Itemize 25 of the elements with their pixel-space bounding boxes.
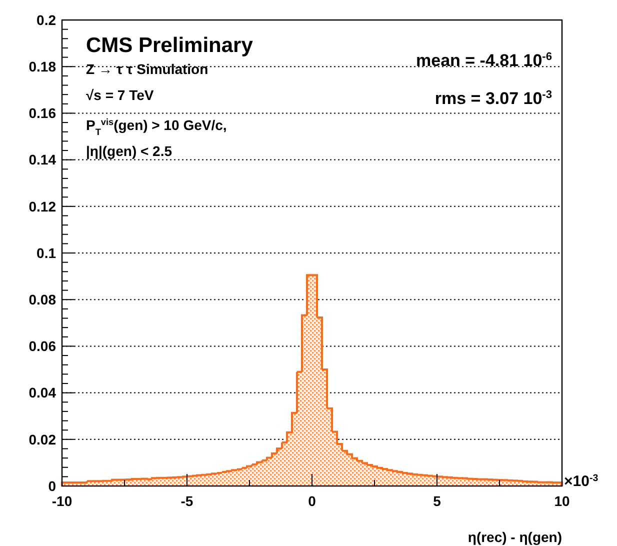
y-tick-label: 0.06 xyxy=(28,338,56,354)
annotation: rms = 3.07 10$^{-3}$ xyxy=(434,89,552,108)
y-tick-label: 0.02 xyxy=(28,431,56,448)
annotation: √s = 7 TeV xyxy=(86,87,154,103)
text: CMS Preliminary xyxy=(86,34,254,57)
x-tick-label: -5 xyxy=(180,493,194,509)
annotation: |η|(gen) < 2.5 xyxy=(86,143,172,160)
y-tick-label: 0.14 xyxy=(28,152,56,168)
text: ×10$^{-3}$ xyxy=(564,472,599,490)
x-tick-label: 10 xyxy=(554,493,570,509)
y-tick-label: 0.2 xyxy=(36,12,56,28)
annotation: Z → τ τ Simulation xyxy=(86,61,208,77)
y-tick-label: 0.1 xyxy=(36,244,56,261)
y-tick-label: 0 xyxy=(48,478,56,494)
y-tick-label: 0.04 xyxy=(28,384,56,401)
y-tick-label: 0.08 xyxy=(28,292,56,308)
y-tick-label: 0.12 xyxy=(28,198,56,214)
x-axis-title: η(rec) - η(gen) xyxy=(468,529,562,545)
x-tick-label: -10 xyxy=(52,493,72,509)
annotation: mean = -4.81 10$^{-6}$ xyxy=(416,51,552,70)
x-tick-label: 0 xyxy=(308,493,316,509)
x-tick-label: 5 xyxy=(433,493,442,509)
y-tick-label: 0.18 xyxy=(28,58,56,74)
y-tick-label: 0.16 xyxy=(28,105,56,122)
annotation: P$_{T}$$^{vis}$(gen) > 10 GeV/c, xyxy=(86,117,227,137)
